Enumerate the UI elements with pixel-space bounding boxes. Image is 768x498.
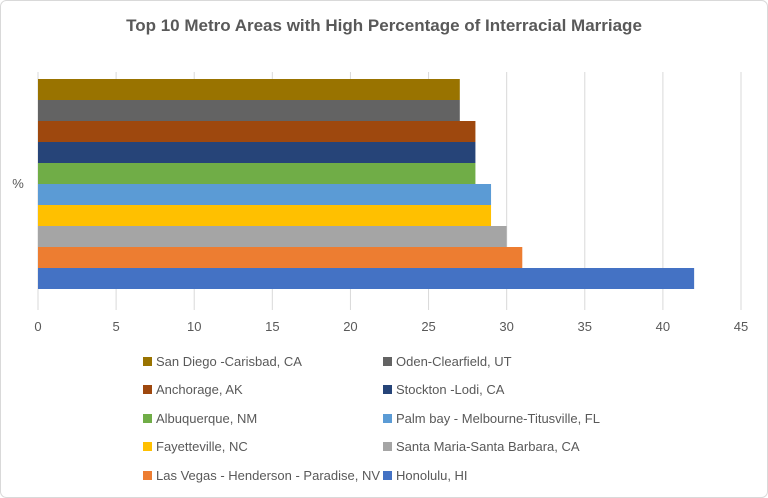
legend-label: Stockton -Lodi, CA (396, 382, 505, 397)
bar (38, 142, 476, 163)
chart-title: Top 10 Metro Areas with High Percentage … (126, 16, 642, 35)
x-tick-label: 15 (265, 319, 279, 334)
x-tick-label: 20 (343, 319, 357, 334)
bar (38, 247, 523, 268)
legend-item: Albuquerque, NM (143, 410, 383, 426)
x-tick-label: 5 (112, 319, 119, 334)
legend-label: Albuquerque, NM (156, 410, 258, 426)
legend-swatch (383, 413, 392, 423)
category-label: % (12, 176, 24, 191)
legend-swatch (143, 385, 152, 394)
bar (38, 205, 492, 226)
legend-label: Oden-Clearfield, UT (396, 353, 512, 369)
x-tick-label: 0 (34, 319, 41, 334)
legend-label: Fayetteville, NC (156, 439, 248, 454)
x-tick-label: 35 (578, 319, 592, 334)
legend-swatch (143, 470, 152, 480)
bar (38, 184, 492, 205)
legend-item: San Diego -Carisbad, CA (143, 353, 383, 369)
bar (38, 79, 460, 100)
x-tick-label: 30 (499, 319, 513, 334)
legend-label: Palm bay - Melbourne-Titusville, FL (396, 410, 600, 426)
legend-item: Palm bay - Melbourne-Titusville, FL (383, 410, 663, 426)
bar (38, 268, 695, 289)
x-tick-label: 25 (421, 319, 435, 334)
legend-swatch (383, 385, 392, 394)
legend-label: Anchorage, AK (156, 382, 243, 397)
legend-swatch (383, 442, 392, 451)
x-tick-label: 45 (734, 319, 748, 334)
legend-swatch (143, 442, 152, 451)
bar (38, 100, 460, 121)
legend-swatch (383, 470, 392, 480)
legend-item: Santa Maria-Santa Barbara, CA (383, 439, 663, 455)
legend-item: Anchorage, AK (143, 382, 383, 398)
legend-item: Stockton -Lodi, CA (383, 382, 663, 398)
bar (38, 121, 476, 142)
legend-item: Honolulu, HI (383, 467, 663, 483)
legend-swatch (383, 356, 392, 366)
bar (38, 163, 476, 184)
legend-label: Las Vegas - Henderson - Paradise, NV (156, 467, 381, 483)
legend-swatch (143, 413, 152, 423)
legend-item: Oden-Clearfield, UT (383, 353, 663, 369)
legend: San Diego -Carisbad, CA Oden-Clearfield, … (143, 353, 663, 483)
legend-item: Las Vegas - Henderson - Paradise, NV (143, 467, 383, 483)
legend-item: Fayetteville, NC (143, 439, 383, 455)
legend-label: San Diego -Carisbad, CA (156, 353, 302, 369)
legend-swatch (143, 356, 152, 366)
x-tick-label: 10 (187, 319, 201, 334)
bar (38, 226, 507, 247)
legend-label: Santa Maria-Santa Barbara, CA (396, 439, 580, 454)
x-tick-label: 40 (656, 319, 670, 334)
legend-label: Honolulu, HI (396, 467, 468, 483)
